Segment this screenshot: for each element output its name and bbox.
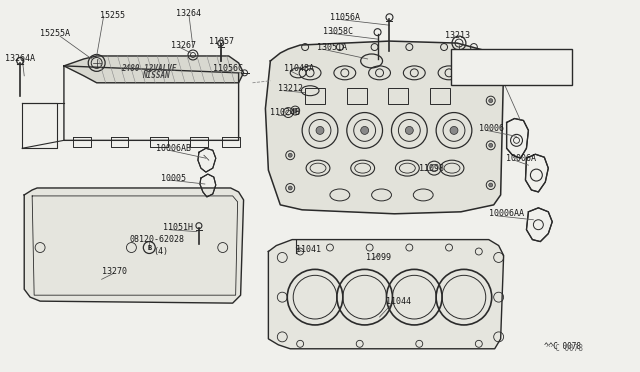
Text: PLUG プラグ(1): PLUG プラグ(1) [453,62,508,71]
Text: 11056C: 11056C [213,64,243,73]
Circle shape [489,99,493,103]
Text: 10005: 10005 [161,174,186,183]
Text: 00933-1351A: 00933-1351A [453,52,508,61]
Text: 11041: 11041 [296,245,321,254]
Text: 13264: 13264 [176,9,201,18]
Text: 11051H: 11051H [163,223,193,232]
Text: 11056A: 11056A [330,13,360,22]
Text: 11099: 11099 [365,253,390,262]
Polygon shape [24,188,244,303]
Polygon shape [266,41,504,214]
Text: 15255: 15255 [100,11,125,20]
Circle shape [288,153,292,157]
Text: 13267: 13267 [171,41,196,49]
Circle shape [316,126,324,134]
Text: 10006A: 10006A [506,154,536,163]
Polygon shape [268,240,504,349]
Text: 13213: 13213 [445,31,470,40]
Text: 11044: 11044 [387,296,412,306]
Circle shape [489,143,493,147]
Text: 11057: 11057 [209,36,234,46]
Bar [347,88,367,104]
Text: ^^C 0078: ^^C 0078 [544,342,581,351]
Polygon shape [64,56,244,83]
Text: 2480 12VALVE: 2480 12VALVE [122,64,177,73]
Text: 13212: 13212 [278,84,303,93]
Text: 13270: 13270 [102,267,127,276]
Circle shape [293,109,297,113]
Text: (4): (4) [153,247,168,256]
Bar [388,88,408,104]
Bar [305,88,325,104]
Text: 10006AA: 10006AA [489,209,524,218]
Text: 11048A: 11048A [284,64,314,73]
Text: B: B [147,244,152,250]
Circle shape [361,126,369,134]
Text: 10006AB: 10006AB [156,144,191,153]
Circle shape [450,126,458,134]
Text: 13264A: 13264A [5,54,35,64]
Text: 08120-62028: 08120-62028 [129,235,184,244]
Text: 15255A: 15255A [40,29,70,38]
Text: NISSAN: NISSAN [142,71,170,80]
Text: 13058C: 13058C [323,27,353,36]
Circle shape [405,126,413,134]
Text: ^^C 0078: ^^C 0078 [547,344,583,353]
Circle shape [288,186,292,190]
Bar [430,88,450,104]
Circle shape [489,183,493,187]
Bar [451,49,572,85]
Text: 11024B: 11024B [270,108,300,117]
Text: 10006: 10006 [479,124,504,133]
Text: 13051A: 13051A [317,42,347,52]
Text: 11098: 11098 [419,164,444,173]
